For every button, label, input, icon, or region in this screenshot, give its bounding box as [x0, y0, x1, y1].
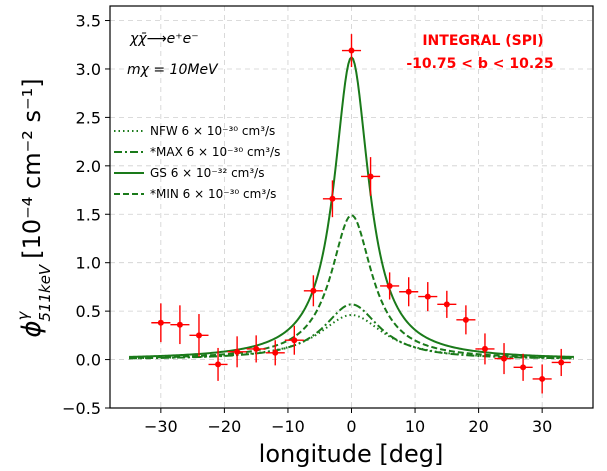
y-axis-label-units: [10⁻⁴ cm⁻² s⁻¹]	[18, 78, 46, 258]
data-point	[405, 288, 412, 295]
legend-label-min: *MIN 6 × 10⁻³⁰ cm³/s	[150, 187, 276, 201]
data-point	[348, 47, 355, 54]
legend: NFW 6 × 10⁻³⁰ cm³/s *MAX 6 × 10⁻³⁰ cm³/s…	[114, 124, 280, 201]
process-annotation: χχ̄⟶e⁺e⁻	[129, 31, 199, 47]
x-tick-label: 10	[405, 417, 425, 436]
y-tick-label: 0.0	[76, 351, 101, 370]
data-point	[272, 349, 279, 356]
x-tick-label: −10	[271, 417, 305, 436]
legend-label-max: *MAX 6 × 10⁻³⁰ cm³/s	[150, 145, 280, 159]
data-point	[329, 195, 336, 202]
y-axis-ticks: −0.5 0.0 0.5 1.0 1.5 2.0 2.5 3.0 3.5	[62, 12, 110, 418]
y-axis-label-symbol: ϕ	[17, 321, 47, 338]
x-axis-label: longitude [deg]	[259, 440, 444, 468]
data-point	[291, 337, 298, 344]
data-point	[501, 355, 508, 362]
data-point	[462, 316, 469, 323]
x-tick-label: 30	[532, 417, 552, 436]
y-tick-label: 1.0	[76, 254, 101, 273]
legend-label-nfw: NFW 6 × 10⁻³⁰ cm³/s	[150, 124, 275, 138]
series-line-1	[129, 303, 574, 360]
data-point	[520, 364, 527, 371]
instrument-annotation: INTEGRAL (SPI)	[422, 33, 543, 49]
x-tick-label: −20	[208, 417, 242, 436]
legend-label-gs: GS 6 × 10⁻³² cm³/s	[150, 166, 264, 180]
data-point	[481, 345, 488, 352]
data-point	[386, 282, 393, 289]
data-point	[443, 301, 450, 308]
data-point	[157, 319, 164, 326]
x-tick-label: −30	[144, 417, 178, 436]
y-tick-label: 1.5	[76, 205, 101, 224]
x-axis-ticks: −30 −20 −10 0 10 20 30	[144, 408, 552, 436]
data-point	[176, 321, 183, 328]
data-point	[215, 361, 222, 368]
mass-annotation: mχ = 10MeV	[127, 62, 219, 78]
y-tick-label: 3.5	[76, 12, 101, 31]
y-tick-label: −0.5	[62, 399, 101, 418]
latitude-range-annotation: -10.75 < b < 10.25	[406, 56, 553, 72]
y-tick-label: 2.5	[76, 108, 101, 127]
y-tick-label: 0.5	[76, 302, 101, 321]
x-tick-label: 20	[468, 417, 488, 436]
y-axis-label-sup: γ	[14, 311, 32, 321]
data-point	[253, 345, 260, 352]
data-point	[424, 293, 431, 300]
y-axis-label: ϕγ 511keV [10⁻⁴ cm⁻² s⁻¹]	[14, 78, 54, 337]
y-axis-label-sub: 511keV	[36, 263, 54, 322]
y-tick-label: 2.0	[76, 157, 101, 176]
data-point	[195, 332, 202, 339]
series-line-3	[129, 214, 574, 359]
data-point	[558, 359, 565, 366]
data-point	[539, 375, 546, 382]
data-points	[151, 34, 571, 394]
data-point	[310, 287, 317, 294]
data-point	[367, 173, 374, 180]
x-tick-label: 0	[346, 417, 356, 436]
y-tick-label: 3.0	[76, 60, 101, 79]
grid	[110, 6, 593, 409]
data-point	[234, 348, 241, 355]
